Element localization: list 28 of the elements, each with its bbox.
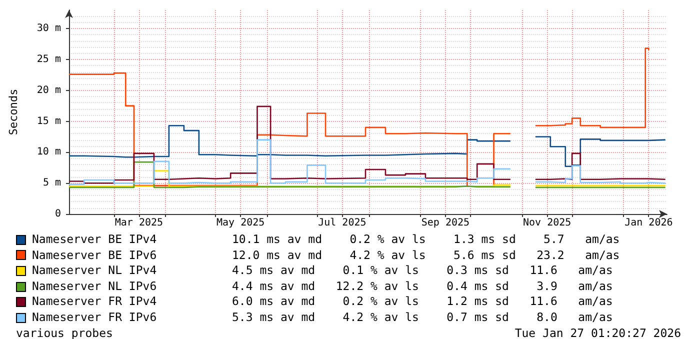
y-tick-label: 5 m <box>42 178 61 189</box>
x-tick-label: Jan 2026 <box>624 218 673 228</box>
y-axis-title: Seconds <box>7 88 20 136</box>
x-tick-label: Jul 2025 <box>318 218 366 228</box>
x-tick-label: Sep 2025 <box>421 218 470 228</box>
legend-label: Nameserver NL IPv6 <box>32 278 158 294</box>
text: 6.0 ms av md 0.2 % av ls 1.2 ms sd 11.6 am/as <box>232 294 613 310</box>
y-tick-label: 30 m <box>36 23 61 34</box>
text: Tue Jan 27 01:20:27 2026 <box>514 326 681 339</box>
text: 10.1 ms av md 0.2 % av ls 1.3 ms sd 5.7 am/as <box>232 232 620 248</box>
legend-label: Nameserver BE IPv4 <box>32 232 158 248</box>
y-tick-label: 0 <box>54 208 61 220</box>
legend-label: Nameserver FR IPv4 <box>32 294 158 310</box>
legend-label: Nameserver BE IPv6 <box>32 248 158 264</box>
y-tick-label: 25 m <box>36 54 61 65</box>
x-tick-label: May 2025 <box>216 218 265 228</box>
legend-label: Nameserver NL IPv4 <box>32 263 158 279</box>
y-tick-label: 20 m <box>36 84 61 96</box>
y-tick-label: 15 m <box>36 116 61 127</box>
text: 4.5 ms av md 0.1 % av ls 0.3 ms sd 11.6 am/as <box>232 263 613 279</box>
text: 12.0 ms av md 4.2 % av ls 5.6 ms sd 23.2 am/as <box>232 248 620 264</box>
legend-label: Nameserver FR IPv6 <box>32 310 158 326</box>
text: various probes <box>16 326 113 339</box>
text: 5.3 ms av md 4.2 % av ls 0.7 ms sd 8.0 am/as <box>232 310 613 326</box>
y-tick-label: 10 m <box>36 146 61 158</box>
text: 4.4 ms av md 12.2 % av ls 0.4 ms sd 3.9 am/as <box>232 278 613 294</box>
x-tick-label: Mar 2025 <box>114 218 164 228</box>
x-tick-label: Nov 2025 <box>522 218 572 228</box>
